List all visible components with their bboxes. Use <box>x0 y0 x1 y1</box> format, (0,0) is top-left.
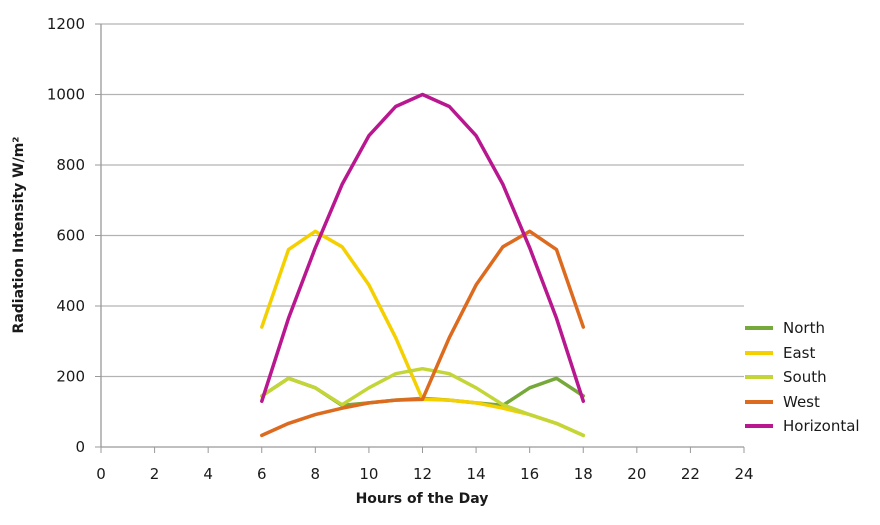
legend-label: South <box>783 368 827 387</box>
x-tick-label: 24 <box>734 465 753 483</box>
legend-label: East <box>783 343 816 362</box>
legend-item-west: West <box>745 390 860 415</box>
y-tick-label: 800 <box>56 156 85 174</box>
legend-item-east: East <box>745 341 860 366</box>
legend-item-south: South <box>745 365 860 390</box>
x-tick-label: 12 <box>413 465 432 483</box>
legend-label: North <box>783 319 825 338</box>
series-line-west <box>260 229 586 438</box>
y-axis-ticks: 0 200 400 600 800 1000 1200 <box>47 15 101 456</box>
x-axis-ticks: 0 2 4 6 8 10 12 14 16 18 20 22 24 <box>96 447 754 483</box>
legend-swatch <box>745 326 773 331</box>
y-tick-label: 1200 <box>47 15 85 33</box>
legend-label: Horizontal <box>783 417 860 436</box>
y-tick-label: 400 <box>56 297 85 315</box>
y-tick-label: 0 <box>75 438 85 456</box>
x-tick-label: 16 <box>520 465 539 483</box>
x-tick-label: 22 <box>681 465 700 483</box>
x-tick-label: 10 <box>359 465 378 483</box>
x-tick-label: 18 <box>574 465 593 483</box>
legend-label: West <box>783 392 820 411</box>
x-axis-title: Hours of the Day <box>356 491 489 507</box>
x-tick-label: 0 <box>96 465 106 483</box>
series-line-north <box>260 376 586 408</box>
gridlines <box>100 23 744 448</box>
x-tick-label: 2 <box>150 465 160 483</box>
y-axis-title: Radiation Intensity W/m² <box>11 137 27 334</box>
legend-swatch <box>745 424 773 429</box>
x-tick-label: 8 <box>311 465 321 483</box>
data-series <box>260 92 586 438</box>
series-line-south <box>260 366 586 438</box>
y-tick-label: 1000 <box>47 86 85 104</box>
x-tick-label: 6 <box>257 465 267 483</box>
legend-item-horizontal: Horizontal <box>745 414 860 439</box>
x-tick-label: 14 <box>467 465 486 483</box>
x-tick-label: 4 <box>203 465 213 483</box>
series-line-horizontal <box>260 92 586 403</box>
chart-legend: North East South West Horizontal <box>745 316 860 439</box>
x-tick-label: 20 <box>627 465 646 483</box>
y-tick-label: 200 <box>56 368 85 386</box>
legend-item-north: North <box>745 316 860 341</box>
legend-swatch <box>745 399 773 404</box>
legend-swatch <box>745 375 773 380</box>
legend-swatch <box>745 350 773 355</box>
y-tick-label: 600 <box>56 227 85 245</box>
